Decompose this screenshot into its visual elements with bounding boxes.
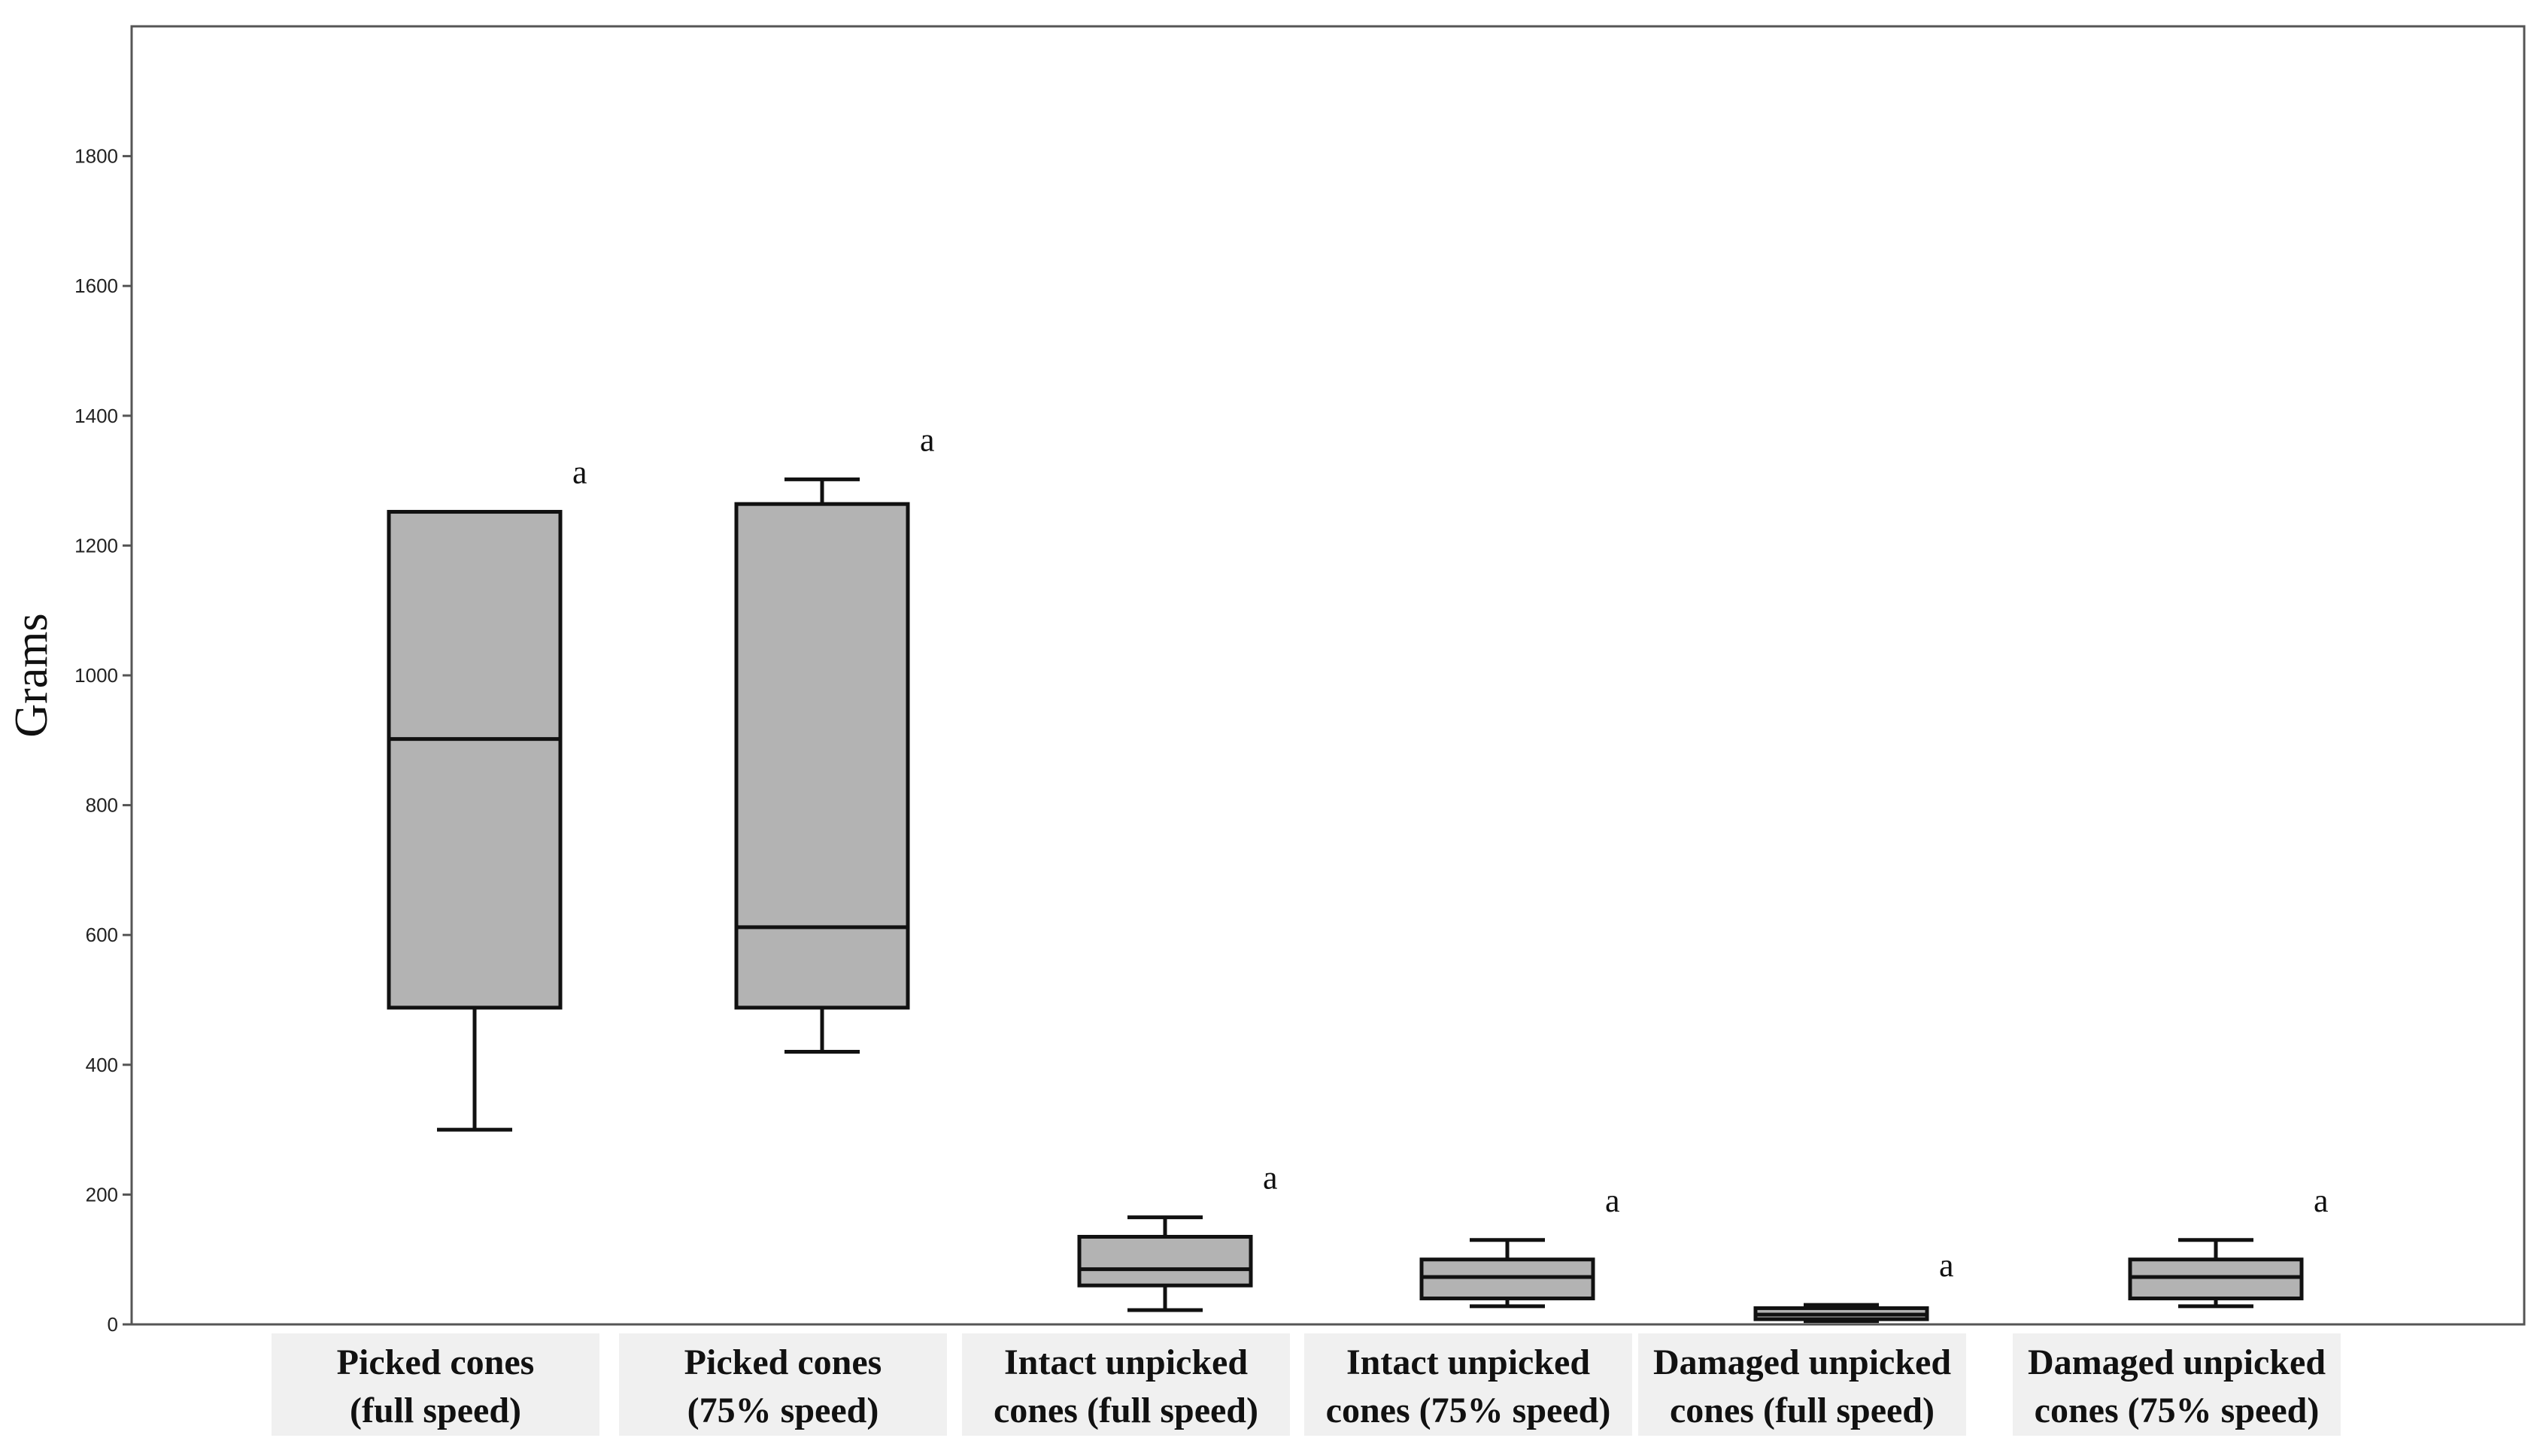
box-group-4: a (1753, 1247, 1954, 1324)
y-tick-label-7: 1400 (74, 405, 118, 427)
y-tick-label-4: 800 (86, 794, 118, 817)
y-tick-label-1: 200 (86, 1183, 118, 1206)
category-label-2: Intact unpicked cones (full speed) (962, 1333, 1290, 1436)
category-label-0: Picked cones (full speed) (272, 1333, 599, 1436)
significance-letter-2: a (1263, 1160, 1278, 1197)
y-tick-label-6: 1200 (74, 534, 118, 557)
box-iqr-1 (734, 502, 910, 1010)
category-label-line1-3: Intact unpicked (1346, 1342, 1590, 1382)
significance-letter-0: a (572, 454, 587, 491)
category-label-1: Picked cones (75% speed) (619, 1333, 947, 1436)
category-label-bg-5 (2013, 1333, 2341, 1436)
category-label-line2-0: (full speed) (350, 1391, 521, 1430)
category-label-line2-1: (75% speed) (687, 1391, 879, 1430)
category-label-3: Intact unpicked cones (75% speed) (1304, 1333, 1632, 1436)
y-tick-label-3: 600 (86, 924, 118, 946)
box-iqr-2 (1077, 1234, 1253, 1288)
significance-letter-3: a (1605, 1182, 1620, 1219)
y-tick-label-0: 0 (108, 1313, 118, 1336)
category-label-bg-4 (1638, 1333, 1966, 1436)
category-label-line1-5: Damaged unpicked (2028, 1342, 2326, 1382)
boxes-layer: a a a a a a (387, 421, 2329, 1324)
category-label-4: Damaged unpicked cones (full speed) (1638, 1333, 1966, 1436)
significance-letter-4: a (1939, 1247, 1954, 1284)
box-iqr-0 (387, 510, 563, 1010)
box-iqr-5 (2128, 1257, 2304, 1300)
category-label-line1-0: Picked cones (337, 1342, 535, 1382)
box-group-5: a (2128, 1182, 2329, 1309)
category-labels: Picked cones (full speed) Picked cones (75%… (272, 1333, 2341, 1436)
box-iqr-3 (1419, 1257, 1595, 1300)
y-tick-label-5: 1000 (74, 664, 118, 687)
y-tick-label-8: 1600 (74, 275, 118, 297)
y-axis-ticks: 0 200 400 600 800 1000 1200 1400 1600 1800 (74, 145, 132, 1336)
significance-letter-5: a (2314, 1182, 2329, 1219)
category-label-bg-3 (1304, 1333, 1632, 1436)
category-label-line2-4: cones (full speed) (1670, 1391, 1935, 1430)
category-label-bg-1 (619, 1333, 947, 1436)
category-label-line1-2: Intact unpicked (1004, 1342, 1248, 1382)
category-label-bg-0 (272, 1333, 599, 1436)
category-label-line2-5: cones (75% speed) (2035, 1391, 2320, 1430)
category-label-line1-1: Picked cones (684, 1342, 882, 1382)
significance-letter-1: a (920, 421, 935, 458)
category-label-bg-2 (962, 1333, 1290, 1436)
y-axis-title: Grams (6, 613, 57, 737)
category-label-5: Damaged unpicked cones (75% speed) (2013, 1333, 2341, 1436)
category-label-line1-4: Damaged unpicked (1653, 1342, 1951, 1382)
category-label-line2-3: cones (75% speed) (1326, 1391, 1611, 1430)
y-tick-label-2: 400 (86, 1054, 118, 1076)
box-group-3: a (1419, 1182, 1620, 1309)
box-group-1: a (734, 421, 935, 1054)
box-group-0: a (387, 454, 587, 1132)
category-label-line2-2: cones (full speed) (994, 1391, 1258, 1430)
y-tick-label-9: 1800 (74, 145, 118, 168)
box-group-2: a (1077, 1160, 1278, 1312)
